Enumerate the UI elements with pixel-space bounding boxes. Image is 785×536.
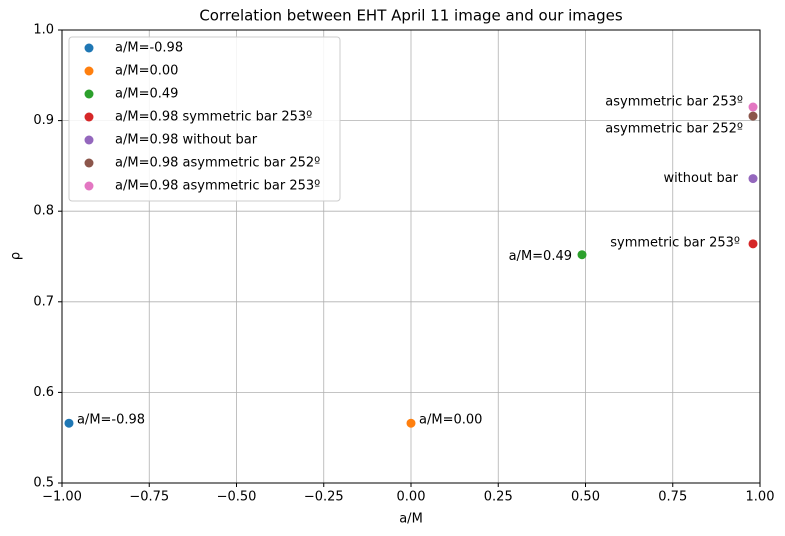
x-tick-label: 0.50 [571,490,600,505]
x-tick-label: −0.50 [217,490,257,505]
legend-label: a/M=0.49 [115,87,178,102]
point [748,111,758,121]
point [748,239,758,249]
legend-marker [84,158,94,168]
y-tick-label: 0.8 [33,204,54,219]
legend-marker [84,181,94,191]
x-tick-label: 0.75 [658,490,687,505]
legend-label: a/M=0.98 without bar [115,133,258,148]
annotation: asymmetric bar 253º [605,95,743,110]
legend-label: a/M=0.00 [115,64,178,79]
x-tick-label: 1.00 [746,490,775,505]
point [406,418,416,428]
y-tick-label: 0.5 [33,476,54,491]
point [64,418,74,428]
chart-title: Correlation between EHT April 11 image a… [199,7,623,25]
legend-label: a/M=0.98 symmetric bar 253º [115,110,312,125]
annotation: asymmetric bar 252º [605,122,743,137]
point [577,250,587,260]
annotation: a/M=0.49 [509,249,572,264]
plot-frame [61,29,761,484]
legend-label: a/M=0.98 asymmetric bar 252º [115,156,320,171]
y-tick-label: 0.9 [33,113,54,128]
legend-label: a/M=0.98 asymmetric bar 253º [115,179,320,194]
y-tick-label: 0.6 [33,385,54,400]
annotation: a/M=-0.98 [77,413,145,428]
legend-label: a/M=-0.98 [115,41,183,56]
x-tick-label: 0.00 [397,490,426,505]
legend-marker [84,112,94,122]
y-axis-label: ρ [9,252,24,260]
y-tick-label: 1.0 [33,23,54,38]
x-tick-label: −0.75 [129,490,169,505]
x-axis-label: a/M [399,512,423,527]
annotation: symmetric bar 253º [610,235,740,250]
point [748,174,758,184]
point [748,102,758,112]
legend-box [68,36,341,202]
annotation: without bar [663,171,738,186]
legend-marker [84,43,94,53]
legend-marker [84,66,94,76]
x-tick-label: 0.25 [484,490,513,505]
y-tick-label: 0.7 [33,294,54,309]
legend-marker [84,135,94,145]
legend-marker [84,89,94,99]
annotation: a/M=0.00 [419,413,482,428]
x-tick-label: −0.25 [304,490,344,505]
x-tick-label: −1.00 [42,490,82,505]
